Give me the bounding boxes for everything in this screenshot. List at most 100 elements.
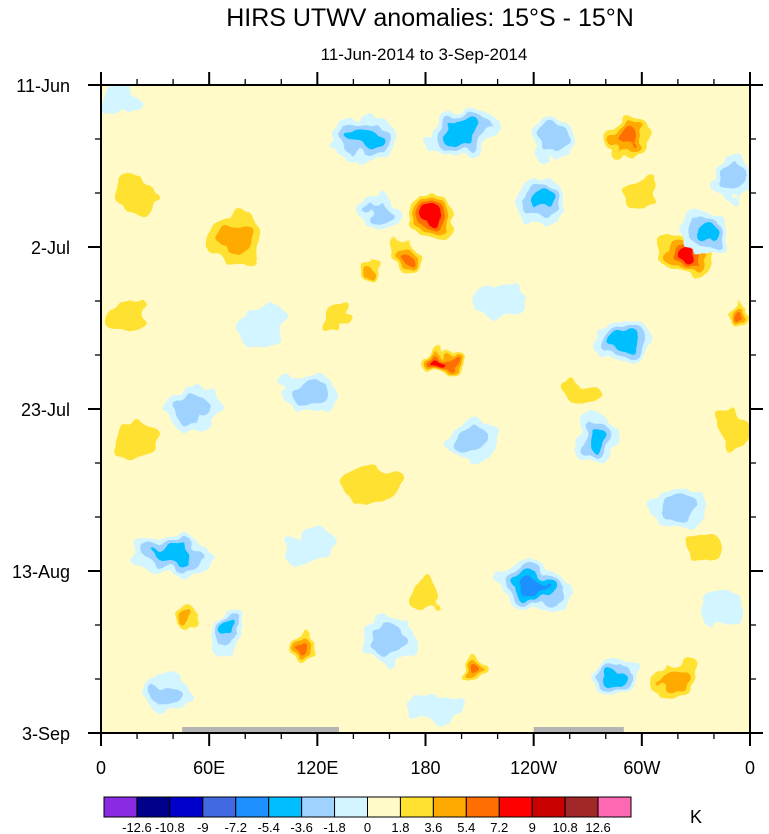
anomaly-feature: [387, 235, 428, 275]
anomaly-contour: [731, 100, 750, 162]
colorbar-tick-label: -3.6: [290, 820, 312, 834]
anomaly-contour: [701, 590, 745, 630]
y-tick-label: 2-Jul: [31, 238, 70, 258]
colorbar-unit: K: [690, 807, 702, 827]
anomaly-feature: [474, 281, 521, 321]
colorbar-swatch: [531, 796, 566, 818]
anomaly-contour: [365, 264, 378, 276]
y-tick-label: 13-Aug: [12, 562, 70, 582]
colorbar-swatch: [169, 796, 204, 818]
anomaly-contour: [558, 381, 599, 406]
anomaly-feature: [358, 258, 385, 282]
anomaly-contour: [677, 246, 696, 263]
anomaly-contour: [610, 328, 638, 351]
anomaly-feature: [516, 176, 570, 225]
colorbar-swatch: [498, 796, 533, 818]
anomaly-contour: [368, 204, 393, 229]
anomaly-contour: [150, 682, 178, 707]
anomaly-contour: [241, 432, 303, 479]
anomaly-contour: [347, 128, 377, 150]
anomaly-contour: [436, 359, 451, 367]
colorbar-tick-label: 7.2: [490, 820, 508, 834]
missing-data-bar: [533, 727, 624, 733]
anomaly-contour: [694, 221, 716, 242]
anomaly-contour: [736, 309, 746, 324]
anomaly-contour: [325, 304, 353, 329]
anomaly-feature: [133, 536, 213, 576]
anomaly-feature: [678, 524, 732, 572]
colorbar-swatch: [202, 796, 237, 818]
x-axis: 0 60E 120E 180 120W 60W 0: [96, 72, 755, 778]
colorbar-tick-label: 3.6: [424, 820, 442, 834]
anomaly-feature: [651, 489, 705, 529]
anomaly-feature: [142, 675, 186, 714]
x-tick-label: 60W: [623, 758, 660, 778]
colorbar-swatch: [103, 796, 138, 818]
anomaly-feature: [591, 659, 638, 699]
colorbar: -12.6 -10.8 -9 -7.2 -5.4 -3.6 -1.8 0 1.8 3.6 5.4 7.…: [103, 796, 632, 834]
colorbar-swatch: [564, 796, 599, 818]
anomaly-feature: [171, 594, 204, 641]
anomaly-feature: [200, 204, 273, 275]
anomaly-contour: [534, 312, 588, 352]
colorbar-tick-label: 1.8: [391, 820, 409, 834]
anomaly-feature: [427, 107, 496, 156]
y-tick-label: 23-Jul: [21, 400, 70, 420]
colorbar-swatch: [334, 796, 368, 818]
anomaly-feature: [284, 527, 333, 569]
anomaly-feature: [701, 590, 745, 630]
anomaly-contour: [411, 577, 440, 611]
anomaly-feature: [616, 416, 668, 463]
anomaly-contour: [240, 304, 287, 345]
colorbar-tick-label: -7.2: [225, 820, 247, 834]
colorbar-tick-label: 9: [529, 820, 536, 834]
anomaly-contour: [688, 533, 722, 563]
chart-title: HIRS UTWV anomalies: 15°S - 15°N: [226, 4, 634, 32]
x-tick-label: 0: [745, 758, 755, 778]
anomaly-contour: [538, 127, 566, 151]
anomaly-contour: [291, 380, 326, 407]
x-tick-label: 120E: [296, 758, 338, 778]
anomaly-feature: [164, 385, 218, 433]
anomaly-feature: [210, 613, 244, 652]
colorbar-tick-label: -5.4: [257, 820, 279, 834]
anomaly-feature: [459, 655, 493, 687]
anomaly-contour: [284, 527, 333, 569]
anomaly-contour: [530, 190, 555, 212]
missing-data-layer: [182, 727, 624, 733]
colorbar-tick-label: 0: [364, 820, 371, 834]
anomaly-contour: [661, 497, 695, 522]
anomaly-feature: [286, 632, 320, 664]
colorbar-swatch: [432, 796, 467, 818]
anomaly-contour: [109, 301, 147, 332]
y-tick-label: 3-Sep: [22, 724, 70, 744]
anomaly-feature: [495, 561, 573, 612]
anomaly-contour: [470, 665, 482, 677]
anomaly-feature: [731, 100, 750, 162]
anomaly-feature: [728, 297, 750, 336]
anomaly-contour: [716, 413, 748, 452]
anomaly-contour: [407, 694, 462, 726]
anomaly-feature: [546, 374, 612, 414]
anomaly-feature: [106, 409, 168, 471]
anomaly-feature: [681, 208, 729, 255]
anomaly-feature: [360, 196, 401, 236]
chart-subtitle: 11-Jun-2014 to 3-Sep-2014: [321, 45, 528, 64]
anomaly-feature: [713, 154, 750, 201]
anomaly-feature: [706, 401, 750, 463]
anomaly-feature: [401, 185, 461, 247]
colorbar-swatch: [268, 796, 303, 818]
anomaly-feature: [602, 115, 653, 163]
anomaly-contour: [618, 130, 637, 148]
anomaly-field: [101, 85, 750, 726]
y-axis: 11-Jun 2-Jul 23-Jul 13-Aug 3-Sep: [12, 76, 763, 744]
x-tick-label: 120W: [510, 758, 557, 778]
anomaly-feature: [193, 681, 261, 723]
anomaly-feature: [443, 420, 498, 460]
colorbar-swatch: [399, 796, 434, 818]
anomaly-contour: [118, 420, 156, 459]
anomaly-contour: [180, 607, 195, 628]
anomaly-contour: [400, 247, 415, 262]
colorbar-tick-label: -1.8: [323, 820, 345, 834]
anomaly-feature: [101, 85, 137, 116]
